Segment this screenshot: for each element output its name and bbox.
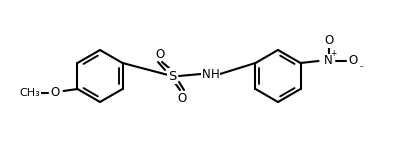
Text: O: O (51, 86, 60, 100)
Text: O: O (177, 91, 187, 104)
Text: -: - (360, 63, 363, 72)
Text: CH₃: CH₃ (19, 88, 40, 98)
Text: H: H (211, 67, 219, 80)
Text: S: S (168, 70, 176, 82)
Text: O: O (155, 48, 165, 61)
Text: +: + (330, 49, 337, 58)
Text: O: O (348, 55, 357, 67)
Text: O: O (324, 34, 333, 48)
Text: N: N (202, 67, 210, 80)
Text: N: N (324, 55, 333, 67)
